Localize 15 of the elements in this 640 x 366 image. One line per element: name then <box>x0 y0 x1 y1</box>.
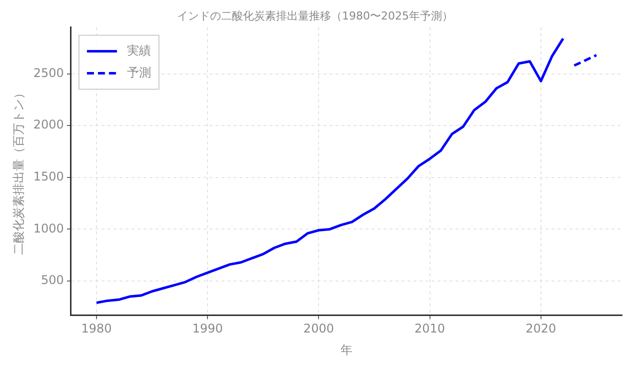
x-tick-label: 1980 <box>81 322 112 336</box>
y-axis-title: 二酸化炭素排出量（百万トン） <box>11 87 26 256</box>
x-tick-label: 2000 <box>303 322 334 336</box>
x-tick-label: 2010 <box>414 322 446 336</box>
legend-label: 実績 <box>126 43 151 58</box>
y-tick-label: 1500 <box>33 170 64 184</box>
chart-title: インドの二酸化炭素排出量推移（1980〜2025年予測） <box>177 9 453 22</box>
y-tick-label: 2500 <box>33 66 64 80</box>
legend-label: 予測 <box>126 65 151 80</box>
x-tick-label: 2020 <box>526 322 556 336</box>
y-tick-label: 1000 <box>33 221 64 236</box>
y-tick-label: 2000 <box>33 118 64 132</box>
y-tick-label: 500 <box>41 273 64 288</box>
x-axis-title: 年 <box>340 342 352 357</box>
x-tick-label: 1990 <box>192 322 223 336</box>
